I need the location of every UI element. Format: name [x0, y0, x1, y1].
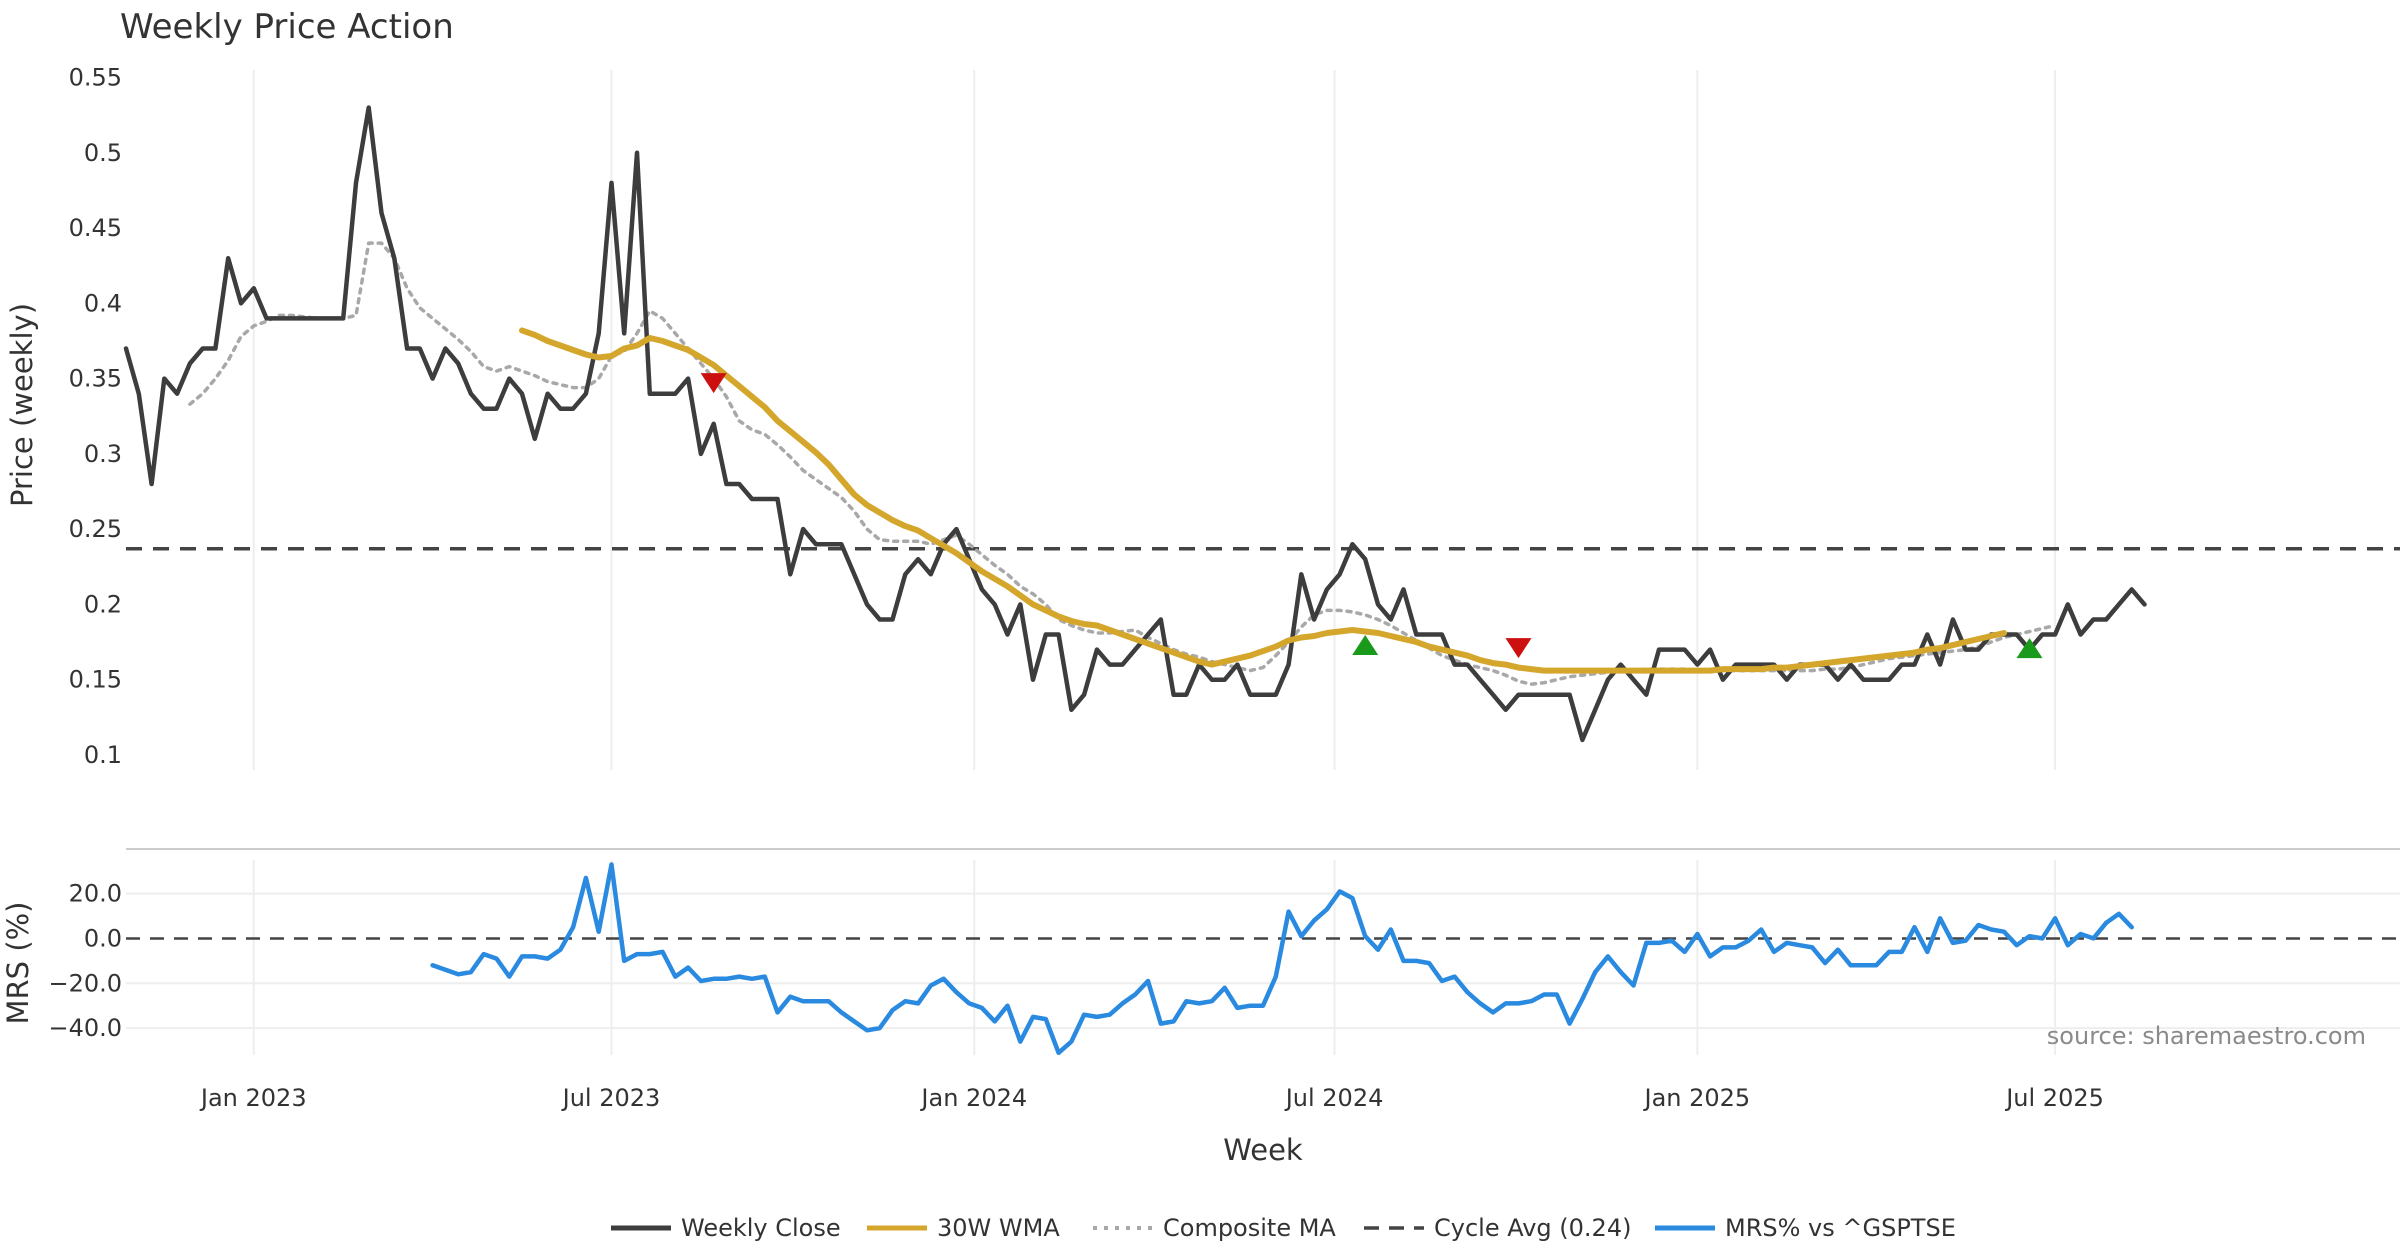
price-y-tick-label: 0.4	[84, 289, 122, 317]
legend-label: Composite MA	[1163, 1214, 1336, 1242]
chart-title: Weekly Price Action	[120, 7, 454, 47]
mrs-y-tick-label: 0.0	[84, 924, 122, 952]
price-y-tick-label: 0.3	[84, 440, 122, 468]
mrs-series	[126, 862, 2400, 1056]
x-tick-label: Jan 2024	[919, 1084, 1027, 1112]
price-series	[123, 105, 2400, 743]
sell-signal-marker	[700, 373, 727, 394]
x-axis: Jan 2023 Jul 2023 Jan 2024 Jul 2024 Jan 2025…	[199, 1084, 2104, 1112]
x-axis-label: Week	[1223, 1133, 1303, 1167]
legend-label: 30W WMA	[937, 1214, 1060, 1242]
mrs-y-axis: 20.0 0.0 −20.0 −40.0	[48, 880, 122, 1042]
source-credit: source: sharemaestro.com	[2047, 1022, 2366, 1050]
legend-label: MRS% vs ^GSPTSE	[1725, 1214, 1956, 1242]
mrs-panel-grid	[126, 860, 2400, 1055]
mrs-y-tick-label: −40.0	[48, 1014, 122, 1042]
mrs-line	[430, 862, 2134, 1056]
x-tick-label: Jan 2025	[1643, 1084, 1751, 1112]
x-tick-label: Jan 2023	[199, 1084, 307, 1112]
wma-30w-line	[519, 327, 2007, 674]
mrs-y-tick-label: 20.0	[69, 880, 122, 908]
price-y-tick-label: 0.45	[69, 214, 122, 242]
buy-signal-marker	[1352, 635, 1379, 656]
buy-signal-marker	[2016, 638, 2043, 659]
price-y-tick-label: 0.15	[69, 666, 122, 694]
signal-markers	[700, 373, 2043, 659]
price-y-tick-label: 0.1	[84, 741, 122, 769]
price-y-tick-label: 0.35	[69, 365, 122, 393]
price-y-axis-label: Price (weekly)	[5, 303, 39, 507]
composite-ma-line	[188, 241, 2057, 686]
legend-label: Weekly Close	[681, 1214, 841, 1242]
price-y-axis: 0.1 0.15 0.2 0.25 0.3 0.35 0.4 0.45 0.5 0.55	[69, 64, 122, 769]
mrs-y-axis-label: MRS (%)	[1, 902, 35, 1025]
price-y-tick-label: 0.5	[84, 139, 122, 167]
x-tick-label: Jul 2024	[1284, 1084, 1384, 1112]
price-y-tick-label: 0.2	[84, 590, 122, 618]
legend-label: Cycle Avg (0.24)	[1434, 1214, 1631, 1242]
weekly-close-line	[123, 105, 2147, 743]
mrs-y-tick-label: −20.0	[48, 969, 122, 997]
sell-signal-marker	[1505, 638, 1532, 659]
price-y-tick-label: 0.25	[69, 515, 122, 543]
x-tick-label: Jul 2025	[2004, 1084, 2104, 1112]
legend: Weekly Close 30W WMA Composite MA Cycle Avg…	[611, 1214, 1956, 1242]
x-tick-label: Jul 2023	[561, 1084, 661, 1112]
price-y-tick-label: 0.55	[69, 64, 122, 92]
